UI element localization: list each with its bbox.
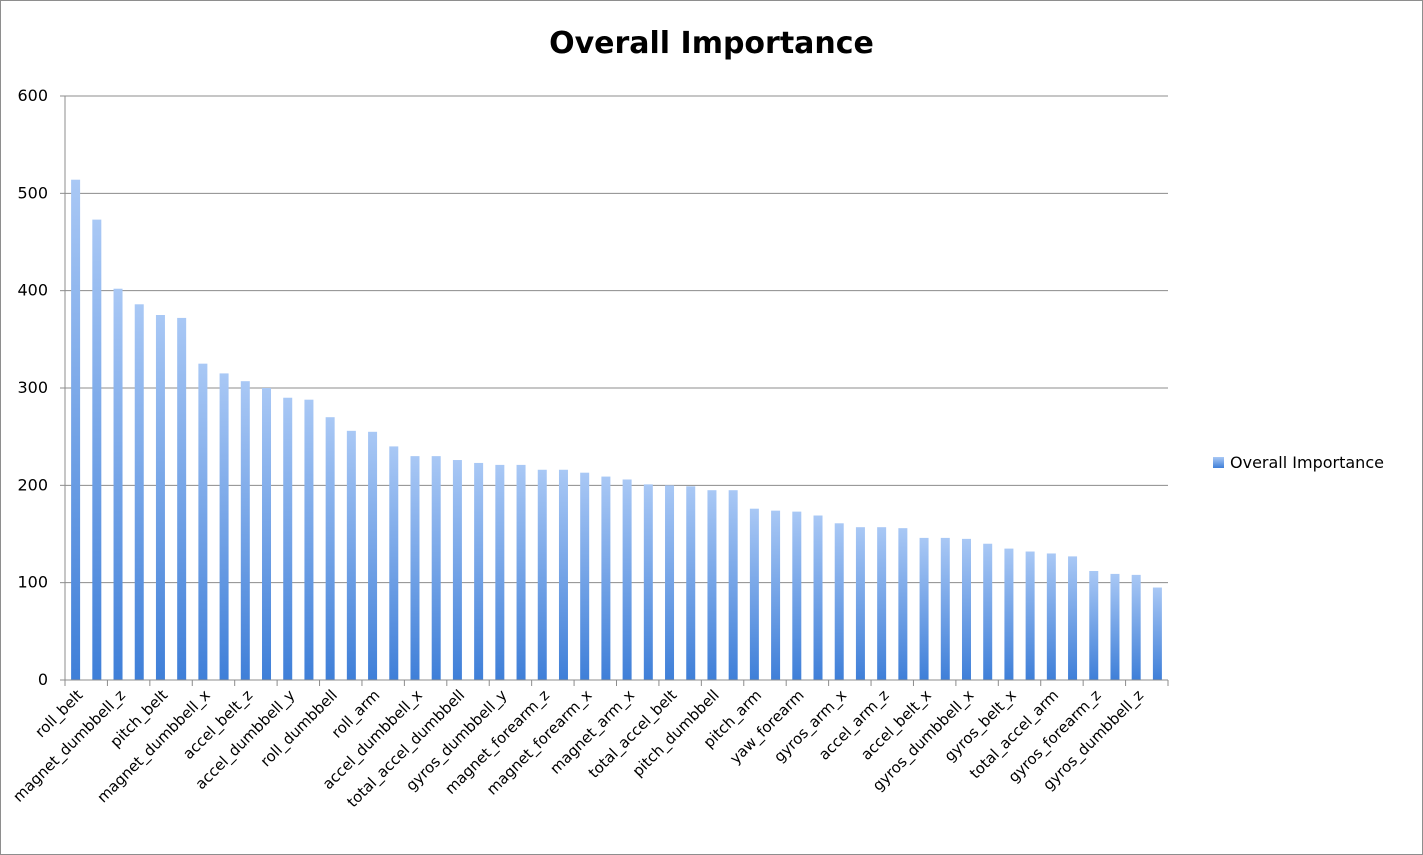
bar xyxy=(1025,551,1035,680)
bar xyxy=(431,456,441,680)
bar xyxy=(198,363,208,680)
bar xyxy=(877,527,887,680)
bar xyxy=(643,484,653,680)
bar xyxy=(1110,573,1120,680)
y-tick-label: 600 xyxy=(17,86,48,105)
y-tick-label: 200 xyxy=(17,475,48,494)
bar xyxy=(834,523,844,680)
bar xyxy=(325,417,335,680)
y-tick-label: 400 xyxy=(17,281,48,300)
bar xyxy=(855,527,865,680)
bar xyxy=(389,446,399,680)
bar xyxy=(537,469,547,680)
bar xyxy=(368,431,378,680)
bar xyxy=(898,528,908,680)
bar xyxy=(71,179,81,680)
bar xyxy=(601,476,611,680)
bar xyxy=(134,304,144,680)
bar xyxy=(622,479,632,680)
bar xyxy=(771,510,781,680)
bar xyxy=(940,537,950,680)
bar xyxy=(346,430,356,680)
bar xyxy=(240,381,250,680)
bar xyxy=(558,469,568,680)
bar xyxy=(580,472,590,680)
bar xyxy=(283,397,293,680)
bar xyxy=(1089,570,1099,680)
legend: Overall Importance xyxy=(1213,453,1384,472)
bar xyxy=(1004,548,1014,680)
chart-title: Overall Importance xyxy=(549,26,874,61)
bar xyxy=(749,508,759,680)
bar xyxy=(983,543,993,680)
bar xyxy=(961,538,971,680)
bar xyxy=(1152,587,1162,680)
bar xyxy=(495,464,505,680)
bars-layer xyxy=(71,179,1162,680)
bar xyxy=(155,315,165,680)
y-tick-label: 0 xyxy=(38,670,48,689)
axis-layer: 0 100 200 300 400 500 600 xyxy=(17,86,1169,689)
bar xyxy=(113,288,123,680)
y-tick-label: 100 xyxy=(17,573,48,592)
bar xyxy=(262,388,272,680)
bar xyxy=(1046,553,1056,680)
bar xyxy=(707,490,717,680)
x-tick-labels: roll_beltmagnet_dumbbell_zpitch_beltmagn… xyxy=(9,686,1147,812)
bar xyxy=(919,537,929,680)
bar xyxy=(1068,556,1078,680)
legend-label: Overall Importance xyxy=(1230,453,1384,472)
bar xyxy=(1131,574,1141,680)
bar xyxy=(410,456,420,680)
bar xyxy=(219,373,229,680)
bar xyxy=(452,460,462,680)
legend-swatch xyxy=(1213,457,1224,468)
bar xyxy=(474,462,484,680)
bar xyxy=(728,490,738,680)
bar xyxy=(92,219,102,680)
grid-layer xyxy=(65,95,1168,584)
bar xyxy=(686,486,696,680)
bar xyxy=(813,515,823,680)
bar xyxy=(516,464,526,680)
y-tick-label: 500 xyxy=(17,183,48,202)
bar xyxy=(665,485,675,680)
bar xyxy=(304,399,314,680)
y-tick-label: 300 xyxy=(17,378,48,397)
bar xyxy=(177,317,187,680)
bar xyxy=(792,511,802,680)
